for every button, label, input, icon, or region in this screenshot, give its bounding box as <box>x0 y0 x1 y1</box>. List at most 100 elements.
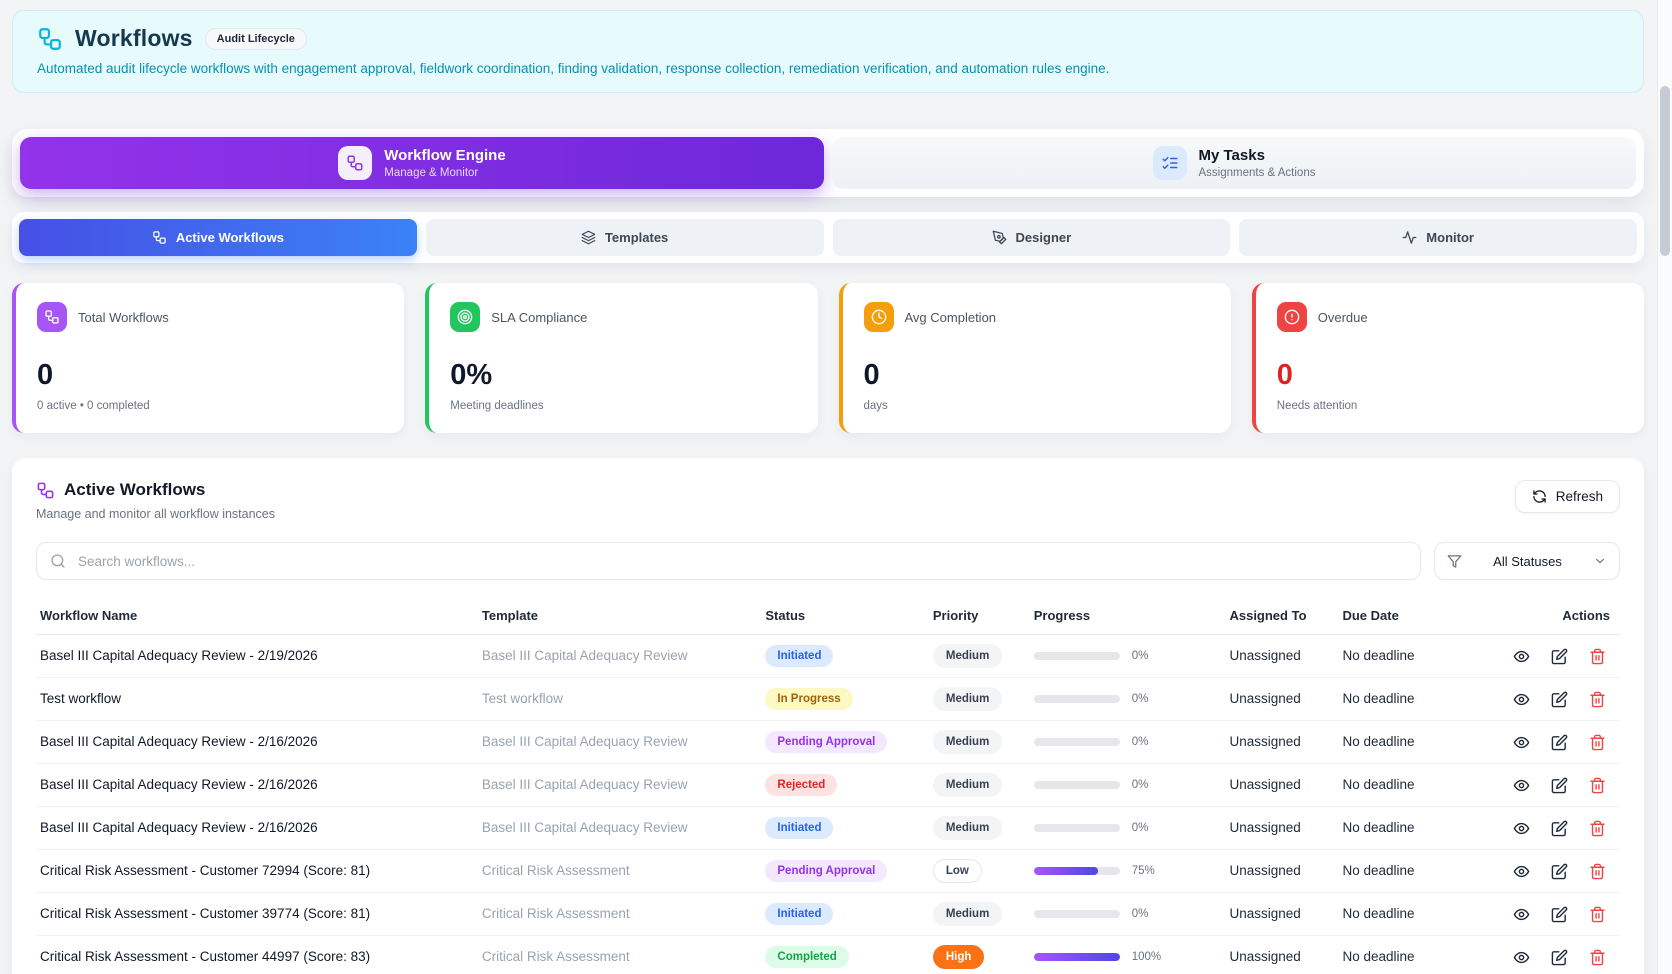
delete-button[interactable] <box>1589 820 1606 837</box>
subtab-label: Designer <box>1015 230 1072 245</box>
subtab-active-workflows[interactable]: Active Workflows <box>19 219 417 256</box>
priority-badge: Medium <box>932 644 1003 668</box>
edit-button[interactable] <box>1551 648 1568 665</box>
main-tab-switcher: Workflow Engine Manage & Monitor My Task… <box>12 129 1644 197</box>
tab-title: Workflow Engine <box>384 147 506 164</box>
view-button[interactable] <box>1513 906 1530 923</box>
view-button[interactable] <box>1513 648 1530 665</box>
due-date: No deadline <box>1342 648 1415 663</box>
edit-button[interactable] <box>1551 949 1568 966</box>
delete-button[interactable] <box>1589 949 1606 966</box>
progress-label: 0% <box>1131 736 1149 748</box>
stat-value: 0 <box>863 359 880 391</box>
eye-icon <box>1513 822 1530 834</box>
vertical-scrollbar[interactable] <box>1657 0 1672 974</box>
row-actions <box>1499 906 1612 923</box>
table-row: Critical Risk Assessment - Customer 7299… <box>36 849 1620 893</box>
trash-icon <box>1590 734 1605 750</box>
workflow-name: Basel III Capital Adequacy Review - 2/16… <box>40 777 318 792</box>
column-header: Workflow Name <box>36 599 478 635</box>
priority-badge: Medium <box>932 687 1003 711</box>
view-button[interactable] <box>1513 820 1530 837</box>
due-date: No deadline <box>1342 691 1415 706</box>
workflow-template: Basel III Capital Adequacy Review <box>481 734 688 749</box>
progress-indicator: 100% <box>1033 951 1218 963</box>
workflow-name: Test workflow <box>40 691 122 706</box>
panel-subtitle: Manage and monitor all workflow instance… <box>36 507 276 521</box>
edit-button[interactable] <box>1551 820 1568 837</box>
stats-row: Total Workflows 0 0 active • 0 completed… <box>12 283 1644 433</box>
delete-button[interactable] <box>1589 734 1606 751</box>
tab-my-tasks[interactable]: My Tasks Assignments & Actions <box>832 137 1636 189</box>
column-header: Assigned To <box>1225 599 1339 635</box>
workflow-name: Critical Risk Assessment - Customer 3977… <box>40 906 371 921</box>
progress-bar <box>1033 652 1120 660</box>
row-actions <box>1499 949 1612 966</box>
search-input[interactable] <box>36 542 1421 580</box>
progress-label: 0% <box>1131 693 1149 705</box>
refresh-button[interactable]: Refresh <box>1514 480 1620 513</box>
eye-icon <box>1513 951 1530 963</box>
scrollbar-thumb[interactable] <box>1660 86 1670 256</box>
edit-button[interactable] <box>1551 777 1568 794</box>
delete-button[interactable] <box>1589 691 1606 708</box>
delete-button[interactable] <box>1589 648 1606 665</box>
view-button[interactable] <box>1513 777 1530 794</box>
view-button[interactable] <box>1513 691 1530 708</box>
view-button[interactable] <box>1513 949 1530 966</box>
workflow-name: Basel III Capital Adequacy Review - 2/16… <box>40 734 318 749</box>
workflow-template: Critical Risk Assessment <box>481 949 630 964</box>
edit-button[interactable] <box>1551 863 1568 880</box>
stat-value: 0 <box>1276 359 1293 391</box>
subtab-monitor[interactable]: Monitor <box>1239 219 1637 256</box>
edit-button[interactable] <box>1551 906 1568 923</box>
progress-label: 0% <box>1131 822 1149 834</box>
edit-icon <box>1551 820 1568 836</box>
status-badge: In Progress <box>765 688 853 710</box>
priority-badge: Medium <box>932 730 1003 754</box>
subtab-templates[interactable]: Templates <box>425 219 824 256</box>
view-button[interactable] <box>1513 863 1530 880</box>
alert-circle-icon <box>1276 302 1307 332</box>
edit-icon <box>1551 648 1568 664</box>
workflow-template: Basel III Capital Adequacy Review <box>481 648 688 663</box>
assigned-to: Unassigned <box>1229 734 1301 749</box>
tab-subtitle: Assignments & Actions <box>1198 167 1316 179</box>
trash-icon <box>1590 863 1605 879</box>
workflow-template: Basel III Capital Adequacy Review <box>481 820 688 835</box>
workflow-template: Critical Risk Assessment <box>481 906 630 921</box>
delete-button[interactable] <box>1589 906 1606 923</box>
delete-button[interactable] <box>1589 863 1606 880</box>
status-badge: Pending Approval <box>765 731 888 753</box>
status-filter-dropdown[interactable]: All Statuses <box>1434 542 1620 580</box>
trash-icon <box>1590 949 1605 965</box>
workflow-icon <box>36 481 55 500</box>
progress-indicator: 0% <box>1033 693 1218 705</box>
progress-bar <box>1033 738 1120 746</box>
stat-subtitle: Meeting deadlines <box>450 400 544 412</box>
list-checks-icon <box>1152 146 1187 180</box>
due-date: No deadline <box>1342 734 1415 749</box>
workflow-name: Basel III Capital Adequacy Review - 2/16… <box>40 820 318 835</box>
delete-button[interactable] <box>1589 777 1606 794</box>
progress-bar <box>1033 781 1120 789</box>
subtab-label: Templates <box>604 230 669 245</box>
progress-indicator: 0% <box>1033 822 1218 834</box>
stat-label: Avg Completion <box>904 309 997 325</box>
progress-fill <box>1033 953 1120 961</box>
workflow-template: Test workflow <box>481 691 563 706</box>
view-button[interactable] <box>1513 734 1530 751</box>
subtab-label: Monitor <box>1426 230 1474 245</box>
stat-label: Overdue <box>1317 309 1368 325</box>
assigned-to: Unassigned <box>1229 863 1301 878</box>
workflow-template: Critical Risk Assessment <box>481 863 630 878</box>
table-row: Critical Risk Assessment - Customer 3977… <box>36 892 1620 936</box>
stat-card-overdue: Overdue 0 Needs attention <box>1251 283 1644 433</box>
eye-icon <box>1513 736 1530 748</box>
tab-workflow-engine[interactable]: Workflow Engine Manage & Monitor <box>20 137 824 189</box>
subtab-designer[interactable]: Designer <box>832 219 1231 256</box>
eye-icon <box>1513 908 1530 920</box>
clock-icon <box>863 302 894 332</box>
edit-button[interactable] <box>1551 691 1568 708</box>
edit-button[interactable] <box>1551 734 1568 751</box>
